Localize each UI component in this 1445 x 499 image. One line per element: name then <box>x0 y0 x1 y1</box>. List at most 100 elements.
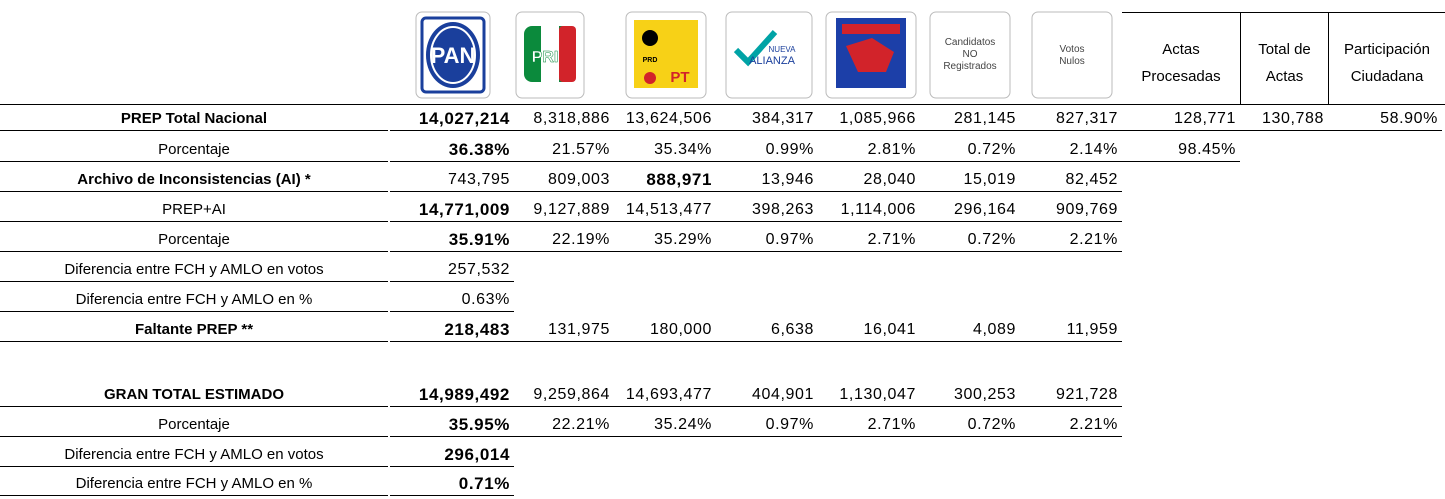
cell: 296,164 <box>920 198 1020 222</box>
row-label: Diferencia entre FCH y AMLO en % <box>0 472 388 496</box>
cell: 2.14% <box>1020 138 1122 162</box>
cell: 384,317 <box>716 107 818 131</box>
cell: 36.38% <box>390 138 514 162</box>
row-label: GRAN TOTAL ESTIMADO <box>0 383 388 407</box>
cell: 9,127,889 <box>514 198 614 222</box>
column-header: Procesadas <box>1141 68 1221 85</box>
cell: 35.34% <box>614 138 716 162</box>
cell: 0.97% <box>716 228 818 252</box>
cell: 827,317 <box>1020 107 1122 131</box>
cell: 909,769 <box>1020 198 1122 222</box>
cell: 921,728 <box>1020 383 1122 407</box>
header-line <box>1240 12 1241 104</box>
cell: 2.21% <box>1020 228 1122 252</box>
cell: 14,989,492 <box>390 383 514 407</box>
cell: 0.97% <box>716 413 818 437</box>
candidatos-box: Candidatos NO Registrados <box>929 11 1011 99</box>
cell: 28,040 <box>818 168 920 192</box>
cell: 14,693,477 <box>614 383 716 407</box>
logo-text: PAN <box>431 43 476 68</box>
cell: 13,946 <box>716 168 818 192</box>
cell: 404,901 <box>716 383 818 407</box>
cell: 1,085,966 <box>818 107 920 131</box>
cell: 35.29% <box>614 228 716 252</box>
cell: 35.95% <box>390 413 514 437</box>
row-label: Faltante PREP ** <box>0 318 388 342</box>
cell: 2.71% <box>818 228 920 252</box>
cell: 1,130,047 <box>818 383 920 407</box>
cell: 2.71% <box>818 413 920 437</box>
cell: 0.71% <box>390 472 514 496</box>
cell: 130,788 <box>1240 107 1328 131</box>
cell: 13,624,506 <box>614 107 716 131</box>
cell: 1,114,006 <box>818 198 920 222</box>
cell: 180,000 <box>614 318 716 342</box>
cell: 0.72% <box>920 228 1020 252</box>
logo-text: PRD <box>643 57 658 64</box>
cell: 58.90% <box>1328 107 1442 131</box>
column-header: Actas <box>1265 68 1304 85</box>
row-label: PREP Total Nacional <box>0 107 388 131</box>
cell: 300,253 <box>920 383 1020 407</box>
column-header: Participación Ciudadana <box>1329 36 1445 90</box>
cell: 16,041 <box>818 318 920 342</box>
cell: 398,263 <box>716 198 818 222</box>
cell: 35.91% <box>390 228 514 252</box>
header-line <box>0 104 1445 105</box>
pri-logo: PRI <box>515 11 585 99</box>
logo-text: ALIANZA <box>749 55 796 67</box>
cell: 8,318,886 <box>514 107 614 131</box>
cell: 128,771 <box>1122 107 1240 131</box>
row-label: Diferencia entre FCH y AMLO en votos <box>0 258 388 282</box>
cell: 281,145 <box>920 107 1020 131</box>
column-header: Actas Procesadas <box>1122 36 1240 90</box>
header-line <box>1122 12 1445 13</box>
column-header: Ciudadana <box>1350 68 1424 85</box>
column-header: Candidatos <box>945 37 996 48</box>
cell: 22.21% <box>514 413 614 437</box>
row-label: Archivo de Inconsistencias (AI) * <box>0 168 388 192</box>
prd-pt-logo: PRD PT <box>625 11 707 99</box>
row-label: Porcentaje <box>0 138 388 162</box>
column-header: Participación <box>1344 41 1430 58</box>
cell: 22.19% <box>514 228 614 252</box>
cell: 296,014 <box>390 443 514 467</box>
column-header: NO <box>963 49 978 60</box>
logo-text: PRI <box>532 49 559 66</box>
cell: 2.81% <box>818 138 920 162</box>
cell: 6,638 <box>716 318 818 342</box>
logo-text: PT <box>670 69 689 86</box>
cell: 14,027,214 <box>390 107 514 131</box>
cell: 82,452 <box>1020 168 1122 192</box>
row-label: Diferencia entre FCH y AMLO en % <box>0 288 388 312</box>
cell: 131,975 <box>514 318 614 342</box>
header-line <box>1328 12 1329 104</box>
cell: 0.63% <box>390 288 514 312</box>
cell: 257,532 <box>390 258 514 282</box>
cell: 218,483 <box>390 318 514 342</box>
votos-nulos-box: Votos Nulos <box>1031 11 1113 99</box>
cell: 15,019 <box>920 168 1020 192</box>
logos: PAN PRI PRD PT NUEVA ALIANZA Candidatos … <box>415 11 1113 99</box>
cell: 11,959 <box>1020 318 1122 342</box>
cell: 4,089 <box>920 318 1020 342</box>
cell: 9,259,864 <box>514 383 614 407</box>
row-label: PREP+AI <box>0 198 388 222</box>
cell: 809,003 <box>514 168 614 192</box>
column-header: Actas <box>1162 41 1200 58</box>
cell: 743,795 <box>390 168 514 192</box>
column-header: Nulos <box>1059 56 1085 67</box>
cell: 0.99% <box>716 138 818 162</box>
cell: 98.45% <box>1122 138 1240 162</box>
cell: 0.72% <box>920 138 1020 162</box>
column-header: Votos <box>1059 44 1084 55</box>
cell: 888,971 <box>614 168 716 192</box>
alternativa-logo <box>825 11 917 99</box>
column-header: Registrados <box>943 61 996 72</box>
cell: 21.57% <box>514 138 614 162</box>
cell: 14,513,477 <box>614 198 716 222</box>
column-header: Total de <box>1258 41 1311 58</box>
row-label: Porcentaje <box>0 228 388 252</box>
row-label: Porcentaje <box>0 413 388 437</box>
